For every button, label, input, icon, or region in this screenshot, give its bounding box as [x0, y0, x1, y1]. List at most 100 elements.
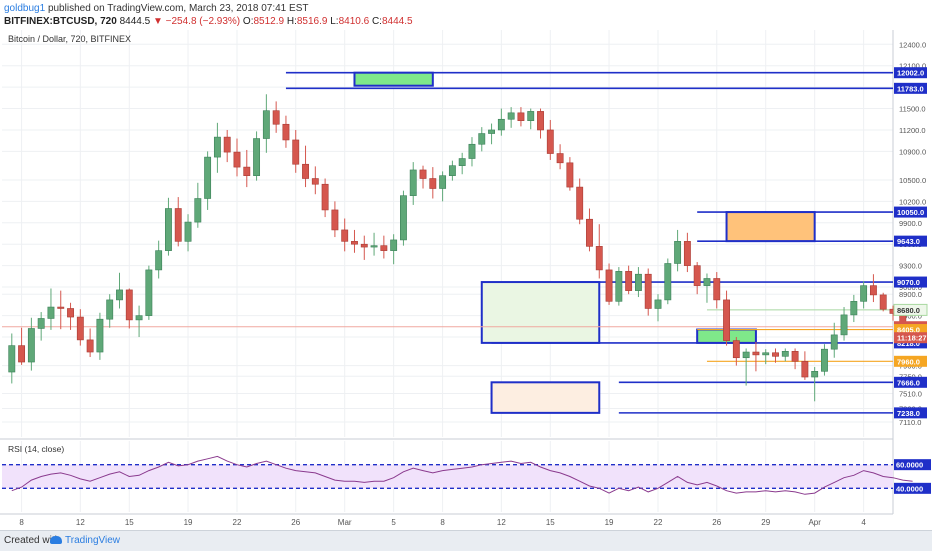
time-tick-label: 12 — [76, 518, 85, 527]
candle-body — [439, 175, 447, 189]
price-level-tag — [894, 206, 927, 218]
price-level-tag — [894, 376, 927, 388]
high-value: 8516.9 — [296, 16, 328, 27]
candle-body — [615, 271, 623, 302]
candle-body — [869, 285, 877, 296]
candle-body — [634, 273, 642, 291]
open-label: O: — [242, 16, 254, 27]
brand-name: TradingView — [65, 535, 121, 546]
down-triangle-icon: ▼ — [152, 16, 163, 27]
candle-body — [67, 308, 74, 318]
candle-body — [517, 112, 525, 121]
price-chart[interactable]: 12400.012100.011800.011500.011200.010900… — [0, 0, 932, 530]
price-tick-label: 10200.0 — [899, 197, 926, 206]
price-level-label: 8218.0 — [897, 339, 920, 348]
price-level-label: 8405.0 — [897, 326, 920, 335]
tradingview-logo[interactable]: TradingView — [50, 535, 120, 546]
candle-body — [821, 348, 828, 372]
rsi-level-tag — [894, 482, 931, 494]
candle-body — [282, 123, 290, 141]
price-level-label: 7666.0 — [897, 378, 920, 387]
time-tick-label: 26 — [712, 518, 721, 527]
price-tick-label: 12400.0 — [899, 40, 926, 49]
candle-body — [762, 352, 770, 356]
candle-body — [145, 269, 153, 316]
candle-body — [644, 273, 652, 309]
price-level-label: 9070.0 — [897, 278, 920, 287]
candle-body — [194, 198, 202, 223]
time-tick-label: 22 — [654, 518, 663, 527]
candle-body — [586, 218, 593, 247]
candle-body — [654, 299, 662, 309]
symbol-label: BITFINEX:BTCUSD, 720 — [4, 16, 117, 27]
price-level-tag — [894, 407, 927, 419]
ohlc-info: BITFINEX:BTCUSD, 720 8444.5 ▼ −254.8 (−2… — [4, 16, 413, 27]
zone-box-lightgreen — [480, 281, 601, 344]
time-tick-label: 4 — [861, 518, 866, 527]
candle-body — [47, 306, 55, 319]
price-level-label: 9643.0 — [897, 237, 920, 246]
candle-body — [713, 278, 721, 301]
candle-body — [409, 169, 417, 196]
candle-body — [556, 153, 564, 164]
candle-body — [429, 178, 437, 189]
candle-body — [155, 250, 163, 271]
candle-body — [576, 186, 584, 220]
price-tick-label: 9300.0 — [899, 262, 922, 271]
candle-body — [772, 352, 779, 357]
close-value: 8444.5 — [381, 16, 413, 27]
candle-body — [321, 183, 329, 211]
time-tick-label: 26 — [291, 518, 300, 527]
price-tick-label: 10500.0 — [899, 176, 926, 185]
countdown-tag — [894, 332, 927, 344]
price-change: −254.8 (−2.93%) — [165, 16, 241, 27]
price-level-tag — [894, 276, 927, 288]
price-tick-label: 11200.0 — [899, 126, 926, 135]
candle-body — [595, 246, 603, 271]
candle-body — [693, 265, 701, 286]
price-tick-label: 8900.0 — [899, 290, 922, 299]
chart-title: Bitcoin / Dollar, 720, BITFINEX — [8, 34, 131, 44]
high-label: H: — [286, 16, 297, 27]
countdown-label: 11:18:27 — [897, 334, 927, 343]
last-price: 8444.5 — [119, 16, 151, 27]
candle-body — [341, 229, 349, 242]
time-tick-label: 29 — [761, 518, 770, 527]
candle-body — [752, 351, 760, 356]
candle-body — [860, 285, 868, 302]
candle-body — [488, 129, 495, 134]
candle-body — [527, 111, 535, 121]
time-tick-label: 8 — [440, 518, 445, 527]
cloud-icon — [50, 536, 62, 544]
open-value: 8512.9 — [253, 16, 285, 27]
candle-body — [37, 318, 45, 329]
candle-body — [174, 208, 182, 242]
zone-box-orange — [725, 211, 816, 243]
price-tick-label: 7510.0 — [899, 389, 922, 398]
time-tick-label: 12 — [497, 518, 506, 527]
candle-body — [302, 163, 309, 179]
rsi-line — [11, 455, 913, 495]
candle-body — [605, 269, 613, 302]
created-with-text: Created with — [4, 535, 61, 546]
candle-body — [96, 318, 104, 353]
published-text: published on TradingView.com, March 23, … — [47, 3, 309, 14]
price-level-tag — [894, 355, 927, 367]
publish-info: goldbug1 published on TradingView.com, M… — [4, 3, 308, 14]
candle-body — [801, 361, 809, 378]
author-link[interactable]: goldbug1 — [4, 3, 46, 14]
price-level-tag — [894, 324, 927, 336]
candle-body — [497, 118, 505, 131]
candle-body — [360, 243, 368, 248]
price-tick-label: 12100.0 — [899, 62, 926, 71]
candle-body — [830, 334, 838, 350]
candle-body — [272, 110, 280, 125]
time-tick-label: 15 — [125, 518, 134, 527]
rsi-level-tag — [894, 459, 931, 471]
rsi-title: RSI (14, close) — [8, 444, 64, 454]
chart-header: goldbug1 published on TradingView.com, M… — [0, 0, 932, 30]
candle-body — [879, 294, 887, 310]
candle-body — [537, 111, 544, 131]
rsi-level-label: 40.0000 — [896, 484, 923, 493]
candle-body — [840, 314, 848, 336]
